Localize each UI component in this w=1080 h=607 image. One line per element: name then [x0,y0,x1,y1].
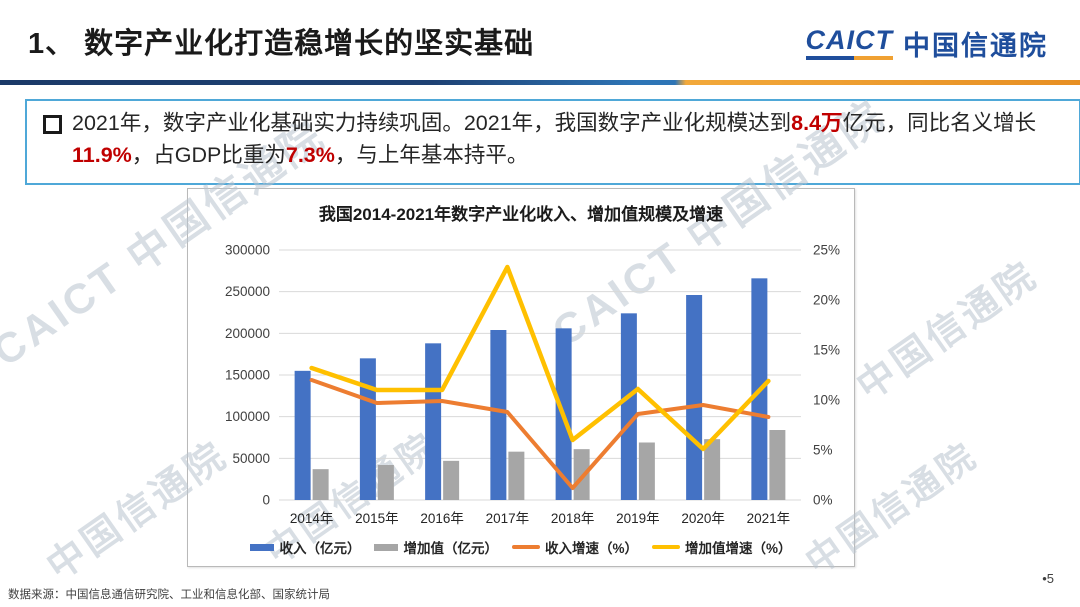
bar-收入（亿元）-2016年 [425,343,442,500]
logo-acronym-text: CAICT [805,25,893,55]
bar-增加值（亿元）-2014年 [312,469,329,500]
x-axis-label: 2019年 [616,511,660,526]
chart-plot-area: 0 50000 100000 150000 200000 250000 300000 0% 5%… [188,189,852,534]
line-增加值增速（%） [309,264,771,452]
legend-item: 增加值（亿元） [374,537,498,557]
caict-logo: CAICT 中国信通院 [805,24,1049,63]
right-axis-tick: 10% [813,393,840,408]
legend-bar-swatch-icon [250,543,275,551]
legend-label: 增加值（亿元） [403,541,498,556]
right-axis-tick: 5% [813,443,833,458]
page-title: 1、 数字产业化打造稳增长的坚实基础 [28,28,535,60]
chart-container: 我国2014-2021年数字产业化收入、增加值规模及增速 0 50000 10000… [187,188,855,567]
right-axis-tick: 20% [813,293,840,308]
bar-增加值（亿元）-2021年 [769,430,786,500]
chart-legend: 收入（亿元） 增加值（亿元） 收入增速（%） 增加值增速（%） [188,537,854,557]
legend-bar-swatch-icon [374,543,399,551]
right-axis-tick: 15% [813,343,840,358]
page-number: •5 [1042,571,1054,586]
right-axis-tick: 25% [813,243,840,258]
legend-line-swatch-icon [652,545,680,549]
bar-增加值（亿元）-2016年 [443,460,460,500]
summary-callout-box: 2021年，数字产业化基础实力持续巩固。2021年，我国数字产业化规模达到8.4… [25,99,1080,185]
logo-acronym-block: CAICT [805,25,893,60]
callout-text-segment: 8.4万 [791,111,843,135]
bar-收入（亿元）-2020年 [686,295,703,500]
callout-text-segment: 7.3% [285,143,335,168]
callout-text-segment: ，占GDP比重为 [131,143,286,168]
bar-增加值（亿元）-2019年 [638,442,655,500]
header-divider [0,80,1080,85]
x-axis-label: 2020年 [681,511,725,526]
bar-增加值（亿元）-2020年 [704,439,721,500]
legend-item: 收入（亿元） [250,537,360,557]
bar-增加值（亿元）-2015年 [377,465,394,500]
callout-text-segment: 亿元，同比名义增长 [842,111,1037,135]
bar-收入（亿元）-2017年 [490,330,507,500]
bar-收入（亿元）-2014年 [294,370,311,500]
logo-name-text: 中国信通院 [903,31,1048,61]
line-收入增速（%） [309,378,771,490]
left-axis-tick: 250000 [225,284,270,299]
legend-label: 收入增速（%） [544,541,638,556]
legend-line-swatch-icon [511,545,540,549]
right-axis-tick: 0% [813,493,833,508]
summary-text: 2021年，数字产业化基础实力持续巩固。2021年，我国数字产业化规模达到8.4… [72,107,1036,172]
legend-label: 增加值增速（%） [685,541,792,556]
bar-增加值（亿元）-2017年 [508,451,525,500]
bar-增加值（亿元）-2018年 [573,449,590,500]
left-axis-tick: 0 [262,493,270,508]
x-axis-label: 2018年 [551,511,595,526]
legend-item: 增加值增速（%） [652,537,792,557]
watermark: 中国信通院 [849,253,1046,409]
logo-underline-decoration [805,56,893,60]
data-source-note: 数据来源：中国信息通信研究院、工业和信息化部、国家统计局 [8,589,330,601]
bar-收入（亿元）-2019年 [620,313,637,500]
left-axis-tick: 50000 [232,451,270,466]
callout-text-segment: 2021年，数字产业化基础实力持续巩固。2021年，我国数字产业化规模达到 [72,111,792,135]
callout-text-segment: ，与上年基本持平。 [334,143,529,168]
bullet-square-icon [43,115,62,134]
x-axis-label: 2016年 [420,511,464,526]
x-axis-label: 2015年 [355,511,399,526]
bar-收入（亿元）-2015年 [359,358,376,500]
chart-svg: 0 50000 100000 150000 200000 250000 300000 0% 5%… [225,243,840,527]
x-axis-label: 2017年 [486,511,530,526]
callout-text-segment: 11.9% [72,143,132,168]
x-axis-label: 2021年 [747,511,791,526]
chart-title: 我国2014-2021年数字产业化收入、增加值规模及增速 [318,205,724,224]
left-axis-tick: 200000 [225,326,270,341]
left-axis-tick: 100000 [225,409,270,424]
left-axis-tick: 150000 [225,368,270,383]
left-axis-tick: 300000 [225,243,270,258]
legend-item: 收入增速（%） [511,537,638,557]
x-axis-label: 2014年 [290,511,334,526]
legend-label: 收入（亿元） [279,541,361,556]
